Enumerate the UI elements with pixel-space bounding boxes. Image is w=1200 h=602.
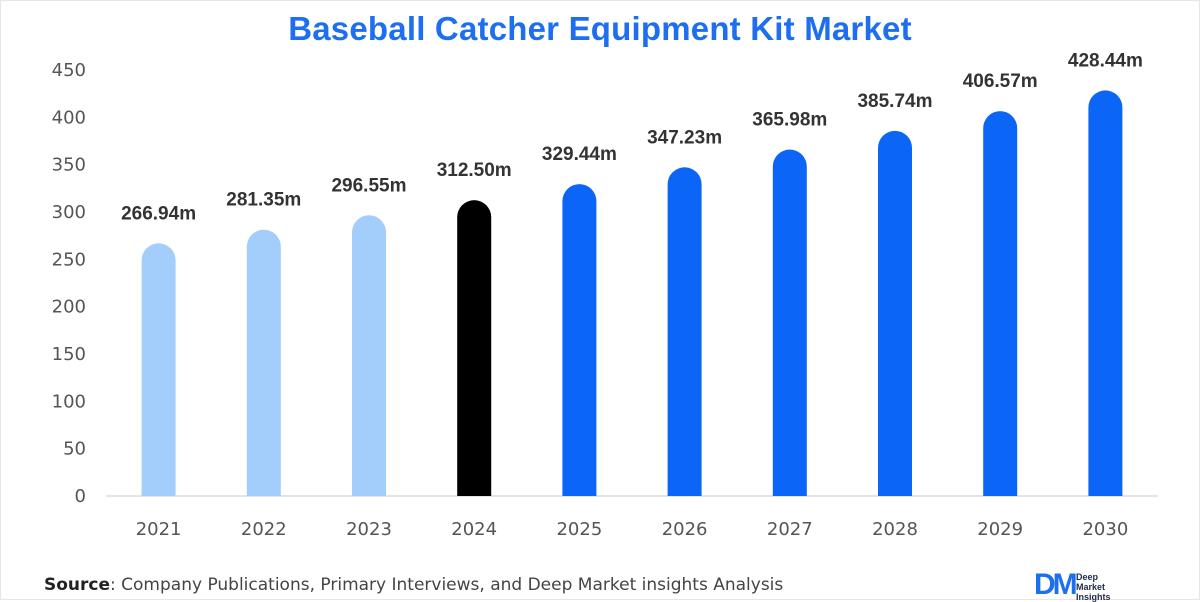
y-tick-label: 150 <box>52 344 86 365</box>
y-tick-label: 250 <box>52 249 86 270</box>
y-tick-label: 300 <box>52 202 86 223</box>
x-tick-label: 2030 <box>1082 519 1128 540</box>
logo-line-2: Market <box>1076 582 1106 592</box>
logo-mark: DM <box>1034 568 1078 601</box>
bar <box>352 215 386 497</box>
x-tick-label: 2021 <box>136 519 182 540</box>
y-tick-label: 400 <box>52 107 86 128</box>
company-logo: DM Deep Market Insights <box>1034 568 1111 602</box>
data-label: 296.55m <box>331 175 406 196</box>
logo-line-1: Deep <box>1076 572 1099 582</box>
bar <box>457 200 492 496</box>
data-label: 385.74m <box>857 91 932 112</box>
y-tick-label: 50 <box>63 439 86 460</box>
bar <box>562 184 597 496</box>
source-text: : Company Publications, Primary Intervie… <box>110 575 784 595</box>
source-note: Source: Company Publications, Primary In… <box>44 575 783 595</box>
data-label: 428.44m <box>1068 50 1143 71</box>
x-tick-label: 2024 <box>451 519 497 540</box>
x-tick-label: 2025 <box>556 519 602 540</box>
data-label: 365.98m <box>752 110 827 131</box>
logo-line-3: Insights <box>1076 592 1111 602</box>
bar <box>141 243 176 496</box>
data-label: 406.57m <box>963 71 1038 92</box>
data-label: 266.94m <box>121 203 196 224</box>
x-tick-label: 2027 <box>767 519 813 540</box>
source-label: Source <box>44 575 111 595</box>
data-label: 347.23m <box>647 127 722 148</box>
x-tick-label: 2028 <box>872 519 918 540</box>
logo-wordmark: Deep Market Insights <box>1076 572 1111 602</box>
y-tick-label: 100 <box>52 391 86 412</box>
y-tick-label: 0 <box>75 486 86 507</box>
y-tick-label: 350 <box>52 155 86 176</box>
bar <box>878 130 912 496</box>
bar <box>246 229 281 496</box>
bar <box>1088 90 1123 497</box>
data-label: 281.35m <box>226 190 301 211</box>
bar <box>772 149 807 496</box>
bar <box>667 167 702 496</box>
data-label: 312.50m <box>437 160 512 181</box>
x-tick-label: 2023 <box>346 519 392 540</box>
x-tick-label: 2029 <box>977 519 1023 540</box>
bar <box>983 111 1018 496</box>
x-tick-label: 2022 <box>241 519 287 540</box>
x-tick-label: 2026 <box>662 519 708 540</box>
data-label: 329.44m <box>542 144 617 165</box>
y-tick-label: 450 <box>52 60 86 81</box>
chart-title: Baseball Catcher Equipment Kit Market <box>288 10 912 47</box>
y-tick-label: 200 <box>52 297 86 318</box>
